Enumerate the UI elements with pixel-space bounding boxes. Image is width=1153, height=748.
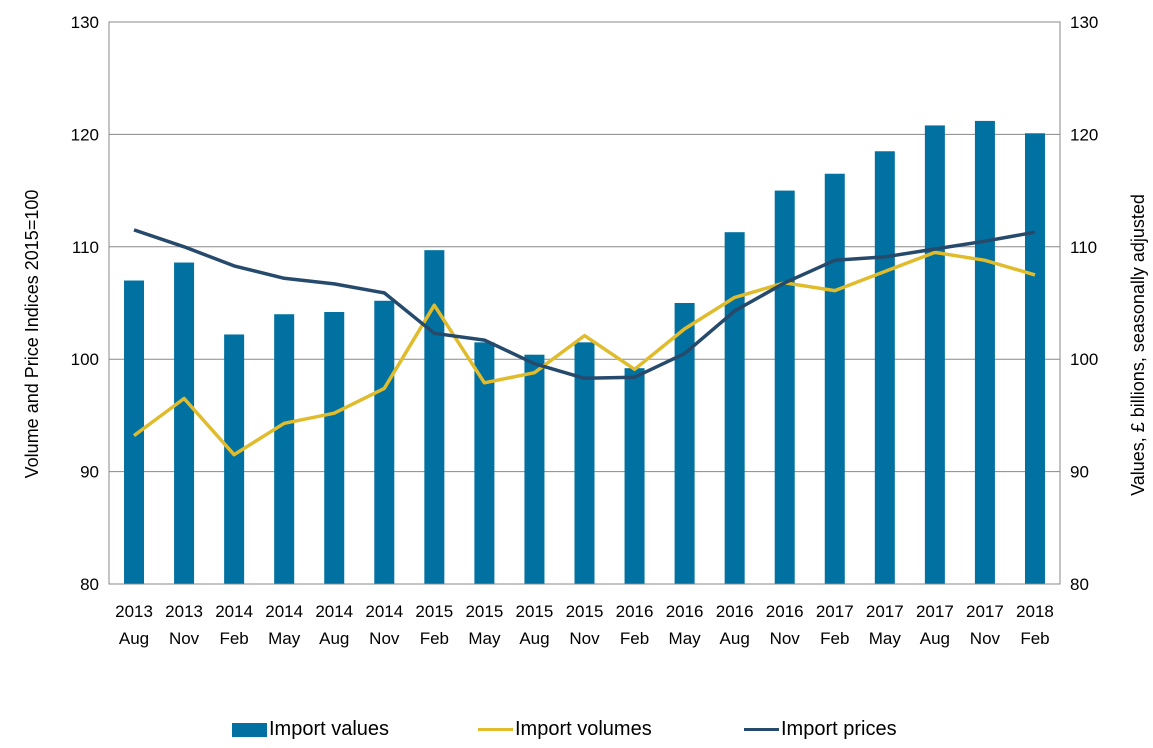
y-tick-label-left: 130 [71, 13, 99, 32]
x-tick-label: 2018 Feb [1016, 602, 1054, 648]
x-tick-label: 2016 May [666, 602, 704, 648]
x-tick-label: 2015 Nov [566, 602, 604, 648]
chart: 80 90 100 110 120 130 80 90 100 110 120 130 2013 Au… [22, 13, 1148, 648]
y-tick-label-left: 100 [71, 350, 99, 369]
x-tick-label: 2014 Aug [315, 602, 353, 648]
bar-import-value [1024, 133, 1045, 584]
x-tick-label: 2017 Feb [816, 602, 854, 648]
plot-frame [108, 21, 1061, 585]
y-axis-left-title: Volume and Price Indices 2015=100 [22, 190, 42, 479]
x-tick-label: 2016 Nov [766, 602, 804, 648]
bar-import-value [474, 342, 495, 584]
y-tick-label-right: 120 [1070, 125, 1098, 144]
y-tick-label-left: 110 [72, 238, 99, 257]
bar-import-value [874, 151, 895, 584]
bar-import-value [724, 232, 745, 585]
x-tick-label: 2014 May [265, 602, 303, 648]
y-tick-label-left: 90 [80, 463, 99, 482]
bar-import-value [274, 314, 295, 584]
legend-label: Import volumes [515, 718, 652, 740]
y-axis-right-ticks: 80 90 100 110 120 130 [1070, 13, 1098, 594]
x-tick-label: 2017 Aug [916, 602, 954, 648]
x-tick-label: 2016 Aug [716, 602, 754, 648]
legend-item-import-prices: Import prices [744, 718, 897, 741]
y-tick-label-left: 120 [71, 125, 99, 144]
x-tick-label: 2013 Nov [165, 602, 203, 648]
y-tick-label-right: 130 [1070, 13, 1098, 32]
line-import-volumes [132, 250, 1036, 457]
legend-item-import-volumes: Import volumes [478, 718, 652, 741]
bar-import-value [974, 120, 995, 585]
bar-import-value [424, 250, 445, 584]
bar-import-value [674, 303, 695, 584]
x-tick-label: 2017 Nov [966, 602, 1004, 648]
x-tick-label: 2016 Feb [616, 602, 654, 648]
bar-import-value [624, 368, 645, 584]
bar-import-value [774, 190, 795, 584]
line-import-prices [133, 228, 1036, 381]
x-tick-label: 2013 Aug [115, 602, 153, 648]
y-axis-right-title: Values, £ billions, seasonally adjusted [1128, 194, 1148, 496]
legend-swatch-bar [232, 722, 267, 737]
bar-import-value [924, 125, 945, 585]
legend-swatch-line [478, 728, 513, 731]
bar-import-value [574, 342, 595, 584]
y-tick-label-right: 100 [1070, 350, 1098, 369]
x-tick-label: 2015 May [465, 602, 503, 648]
y-tick-label-right: 110 [1070, 238, 1097, 257]
bar-import-value [324, 311, 345, 584]
y-axis-left-ticks: 80 90 100 110 120 130 [71, 13, 99, 594]
x-tick-label: 2015 Aug [516, 602, 554, 648]
bar-import-value [524, 354, 545, 584]
bars-import-values [124, 120, 1045, 585]
legend: Import values Import volumes Import pric… [0, 718, 1153, 746]
bar-import-value [174, 262, 195, 584]
bar-import-value [824, 173, 845, 585]
x-tick-label: 2015 Feb [415, 602, 453, 648]
legend-swatch-line [744, 728, 779, 731]
legend-label: Import prices [781, 718, 897, 740]
legend-label: Import values [269, 718, 390, 740]
bar-import-value [374, 300, 395, 584]
x-tick-label: 2017 May [866, 602, 904, 648]
y-tick-label-right: 90 [1070, 463, 1089, 482]
x-tick-label: 2014 Feb [215, 602, 253, 648]
y-tick-label-left: 80 [80, 575, 99, 594]
bar-import-value [224, 334, 245, 584]
series-lines [132, 228, 1036, 457]
bar-import-value [124, 280, 145, 584]
x-tick-label: 2014 Nov [365, 602, 403, 648]
legend-item-import-values: Import values [232, 718, 389, 741]
x-axis-ticks: 2013 Aug 2013 Nov 2014 Feb 2014 May 2014 Aug 2014 N… [115, 602, 1054, 648]
y-tick-label-right: 80 [1070, 575, 1089, 594]
